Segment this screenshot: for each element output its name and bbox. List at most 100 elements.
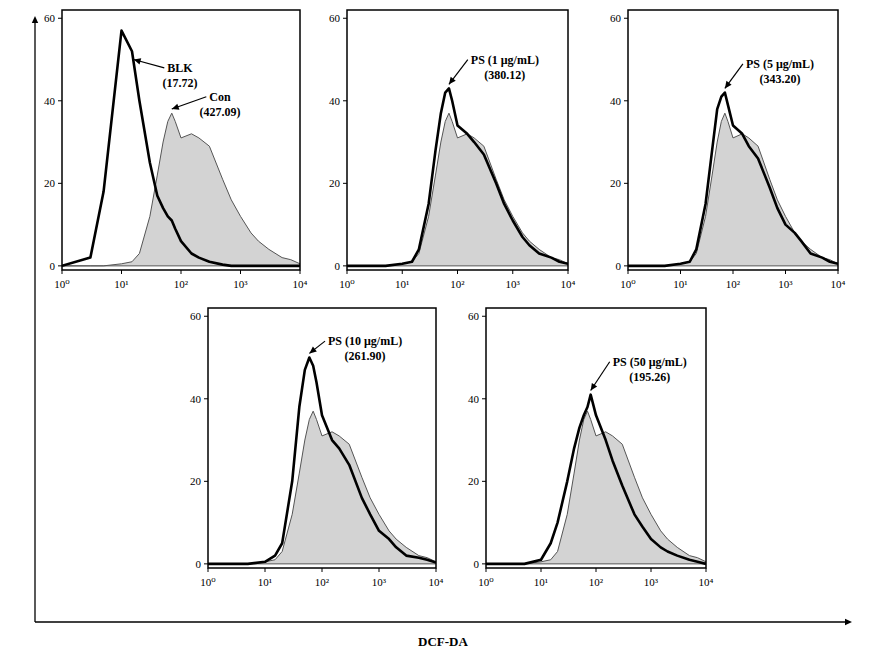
y-tick-label: 0 — [50, 260, 56, 272]
frame — [62, 10, 300, 270]
annotation-text: PS (10 μg/mL) — [328, 334, 402, 348]
y-tick — [624, 183, 628, 184]
x-tick-label: 10⁴ — [293, 278, 308, 290]
y-tick-label: 60 — [329, 12, 341, 24]
x-tick-label: 10¹ — [395, 278, 409, 290]
area-series — [347, 113, 568, 266]
area-series — [486, 411, 706, 564]
x-tick — [733, 270, 734, 274]
x-tick — [265, 568, 266, 572]
arrow-head — [591, 383, 598, 391]
area-series — [208, 411, 436, 564]
x-tick-label: 10⁴ — [561, 278, 576, 290]
x-tick — [706, 568, 707, 572]
x-tick — [486, 568, 487, 572]
line-series — [62, 31, 300, 266]
x-tick-label: 10⁰ — [54, 278, 70, 290]
y-tick-label: 0 — [335, 260, 341, 272]
annotation-arrow — [449, 60, 468, 85]
annotation-label: (380.12) — [484, 68, 525, 82]
panel: 10⁰10¹10²10³10⁴0204060PS (10 μg/mL)(261.… — [190, 308, 444, 588]
x-tick — [680, 270, 681, 274]
y-tick — [343, 100, 347, 101]
x-tick-label: 10⁰ — [478, 576, 494, 588]
y-tick — [343, 18, 347, 19]
x-tick-label: 10¹ — [673, 278, 687, 290]
panel: 10⁰10¹10²10³10⁴0204060PS (1 μg/mL)(380.1… — [329, 10, 576, 290]
plot-area — [62, 31, 300, 266]
x-tick-label: 10³ — [506, 278, 521, 290]
x-tick-label: 10⁴ — [699, 576, 714, 588]
y-tick — [204, 563, 208, 564]
y-tick-label: 60 — [610, 12, 622, 24]
y-tick — [58, 265, 62, 266]
arrow-head — [32, 16, 38, 23]
x-tick — [121, 270, 122, 274]
x-tick — [596, 568, 597, 572]
x-tick-label: 10² — [174, 278, 189, 290]
arrow-head — [845, 619, 852, 625]
annotation-arrow — [172, 97, 207, 109]
x-tick — [379, 568, 380, 572]
y-tick-label: 0 — [474, 558, 480, 570]
arrow-head — [309, 347, 316, 354]
x-tick-label: 10¹ — [114, 278, 128, 290]
y-tick — [624, 100, 628, 101]
x-tick — [300, 270, 301, 274]
arrow-head — [725, 81, 732, 89]
annotation-arrow — [309, 341, 325, 353]
panel: 10⁰10¹10²10³10⁴0204060PS (5 μg/mL)(343.2… — [610, 10, 846, 290]
y-tick-label: 40 — [610, 95, 622, 107]
x-tick — [322, 568, 323, 572]
x-tick — [208, 568, 209, 572]
annotation-label: (427.09) — [199, 105, 240, 119]
x-tick-label: 10⁰ — [200, 576, 216, 588]
x-tick-label: 10² — [726, 278, 741, 290]
y-tick-label: 40 — [44, 95, 56, 107]
x-tick-label: 10³ — [644, 576, 659, 588]
area-series — [628, 113, 838, 266]
y-tick-label: 60 — [44, 12, 56, 24]
x-tick — [651, 568, 652, 572]
y-tick-label: 40 — [468, 393, 480, 405]
panel: 10⁰10¹10²10³10⁴0204060BLK(17.72)Con(427.… — [44, 10, 308, 290]
x-tick — [628, 270, 629, 274]
y-tick — [624, 265, 628, 266]
x-tick — [512, 270, 513, 274]
y-tick-label: 60 — [190, 310, 202, 322]
x-tick — [62, 270, 63, 274]
annotation-arrow — [591, 362, 610, 391]
annotation-label: (261.90) — [345, 349, 386, 363]
line-series — [628, 93, 838, 266]
x-tick — [457, 270, 458, 274]
x-tick-label: 10⁰ — [620, 278, 636, 290]
y-tick — [204, 481, 208, 482]
annotation-label: (195.26) — [629, 370, 670, 384]
x-tick — [436, 568, 437, 572]
figure: 10⁰10¹10²10³10⁴0204060BLK(17.72)Con(427.… — [0, 0, 887, 657]
plot-area — [208, 358, 436, 564]
y-tick — [58, 183, 62, 184]
x-tick-label: 10² — [589, 576, 604, 588]
figure-y-axis — [34, 22, 35, 622]
x-tick — [541, 568, 542, 572]
frame — [347, 10, 568, 270]
x-tick-label: 10¹ — [258, 576, 272, 588]
y-tick-label: 0 — [196, 558, 202, 570]
y-tick-label: 40 — [329, 95, 341, 107]
figure-x-axis — [35, 621, 846, 622]
annotation-label: (343.20) — [759, 72, 800, 86]
line-series — [208, 358, 436, 564]
y-tick-label: 20 — [44, 177, 56, 189]
y-tick-label: 20 — [329, 177, 341, 189]
annotation-text: Con — [209, 90, 231, 104]
x-tick-label: 10³ — [233, 278, 248, 290]
frame — [628, 10, 838, 270]
line-series — [486, 395, 706, 564]
annotation-arrow — [725, 64, 743, 89]
x-tick-label: 10² — [315, 576, 330, 588]
annotation-text: PS (5 μg/mL) — [746, 57, 814, 71]
annotation-text: BLK — [167, 61, 193, 75]
x-tick-label: 10¹ — [534, 576, 548, 588]
y-tick — [482, 316, 486, 317]
